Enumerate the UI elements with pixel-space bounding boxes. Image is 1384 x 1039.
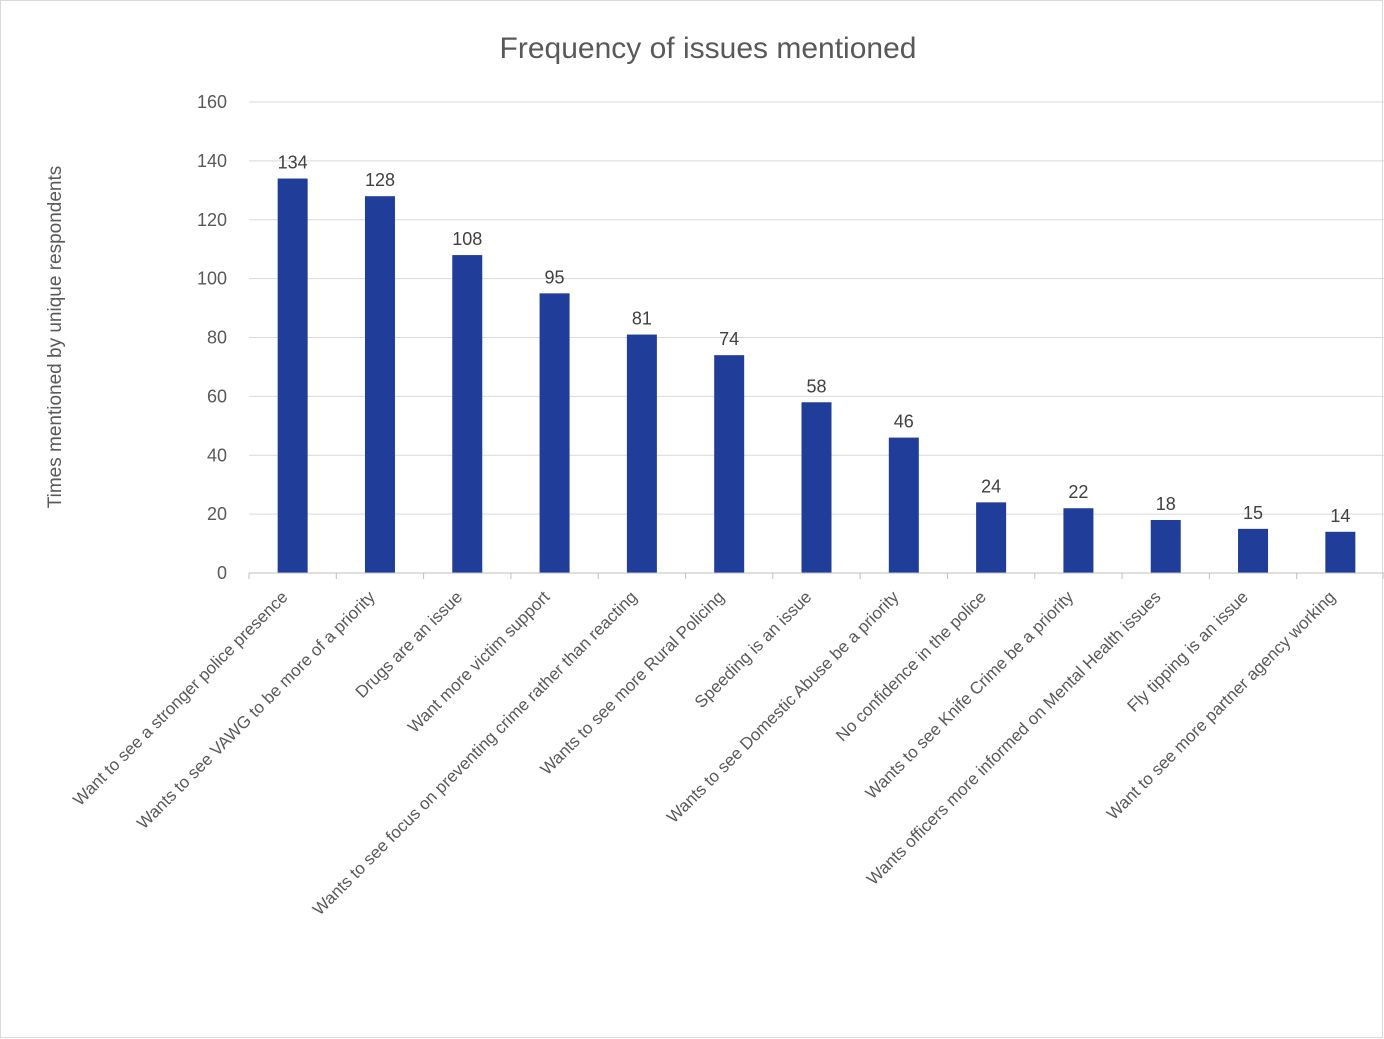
category-label: No confidence in the police bbox=[832, 587, 990, 745]
data-label: 24 bbox=[981, 476, 1001, 496]
y-axis-ticks: 0 20 40 60 80 100 120 140 160 bbox=[197, 92, 227, 583]
bar bbox=[452, 255, 483, 573]
y-tick-label: 40 bbox=[207, 445, 227, 465]
x-axis bbox=[248, 572, 1384, 579]
data-labels: 134 128 108 95 81 74 58 46 24 22 18 15 14 bbox=[278, 153, 1351, 526]
bar bbox=[539, 293, 570, 573]
category-label: Wants officers more informed on Mental H… bbox=[863, 587, 1164, 888]
y-tick-label: 100 bbox=[197, 269, 227, 289]
bar bbox=[364, 196, 395, 573]
y-tick-label: 140 bbox=[197, 151, 227, 171]
y-tick-label: 0 bbox=[217, 563, 227, 583]
data-label: 81 bbox=[632, 309, 652, 329]
category-label: Want more victim support bbox=[404, 587, 553, 736]
data-label: 22 bbox=[1068, 482, 1088, 502]
y-tick-label: 160 bbox=[197, 92, 227, 112]
bar bbox=[888, 437, 919, 573]
data-label: 15 bbox=[1243, 503, 1263, 523]
gridlines bbox=[249, 101, 1384, 515]
bars bbox=[277, 178, 1356, 573]
data-label: 95 bbox=[545, 267, 565, 287]
category-label: Wants to see focus on preventing crime r… bbox=[309, 587, 641, 919]
data-label: 134 bbox=[278, 153, 308, 173]
data-label: 14 bbox=[1330, 506, 1350, 526]
bar bbox=[976, 502, 1007, 573]
category-label: Wants to see more Rural Policing bbox=[537, 587, 728, 778]
y-tick-label: 60 bbox=[207, 386, 227, 406]
data-label: 108 bbox=[452, 229, 482, 249]
data-label: 18 bbox=[1156, 494, 1176, 514]
bar bbox=[1150, 520, 1181, 573]
data-label: 58 bbox=[806, 376, 826, 396]
y-axis-label: Times mentioned by unique respondents bbox=[45, 166, 66, 509]
data-label: 46 bbox=[894, 412, 914, 432]
y-tick-label: 80 bbox=[207, 328, 227, 348]
bar bbox=[626, 334, 657, 573]
bar bbox=[714, 355, 745, 573]
bar bbox=[277, 178, 308, 573]
chart-title: Frequency of issues mentioned bbox=[500, 32, 917, 65]
bar bbox=[1325, 531, 1356, 573]
y-tick-label: 20 bbox=[207, 504, 227, 524]
data-label: 128 bbox=[365, 170, 395, 190]
y-tick-label: 120 bbox=[197, 210, 227, 230]
bar bbox=[1238, 528, 1269, 573]
bar bbox=[801, 402, 832, 573]
data-label: 74 bbox=[719, 329, 739, 349]
category-labels: Want to see a stronger police presenceWa… bbox=[69, 587, 1339, 919]
bar bbox=[1063, 508, 1094, 573]
